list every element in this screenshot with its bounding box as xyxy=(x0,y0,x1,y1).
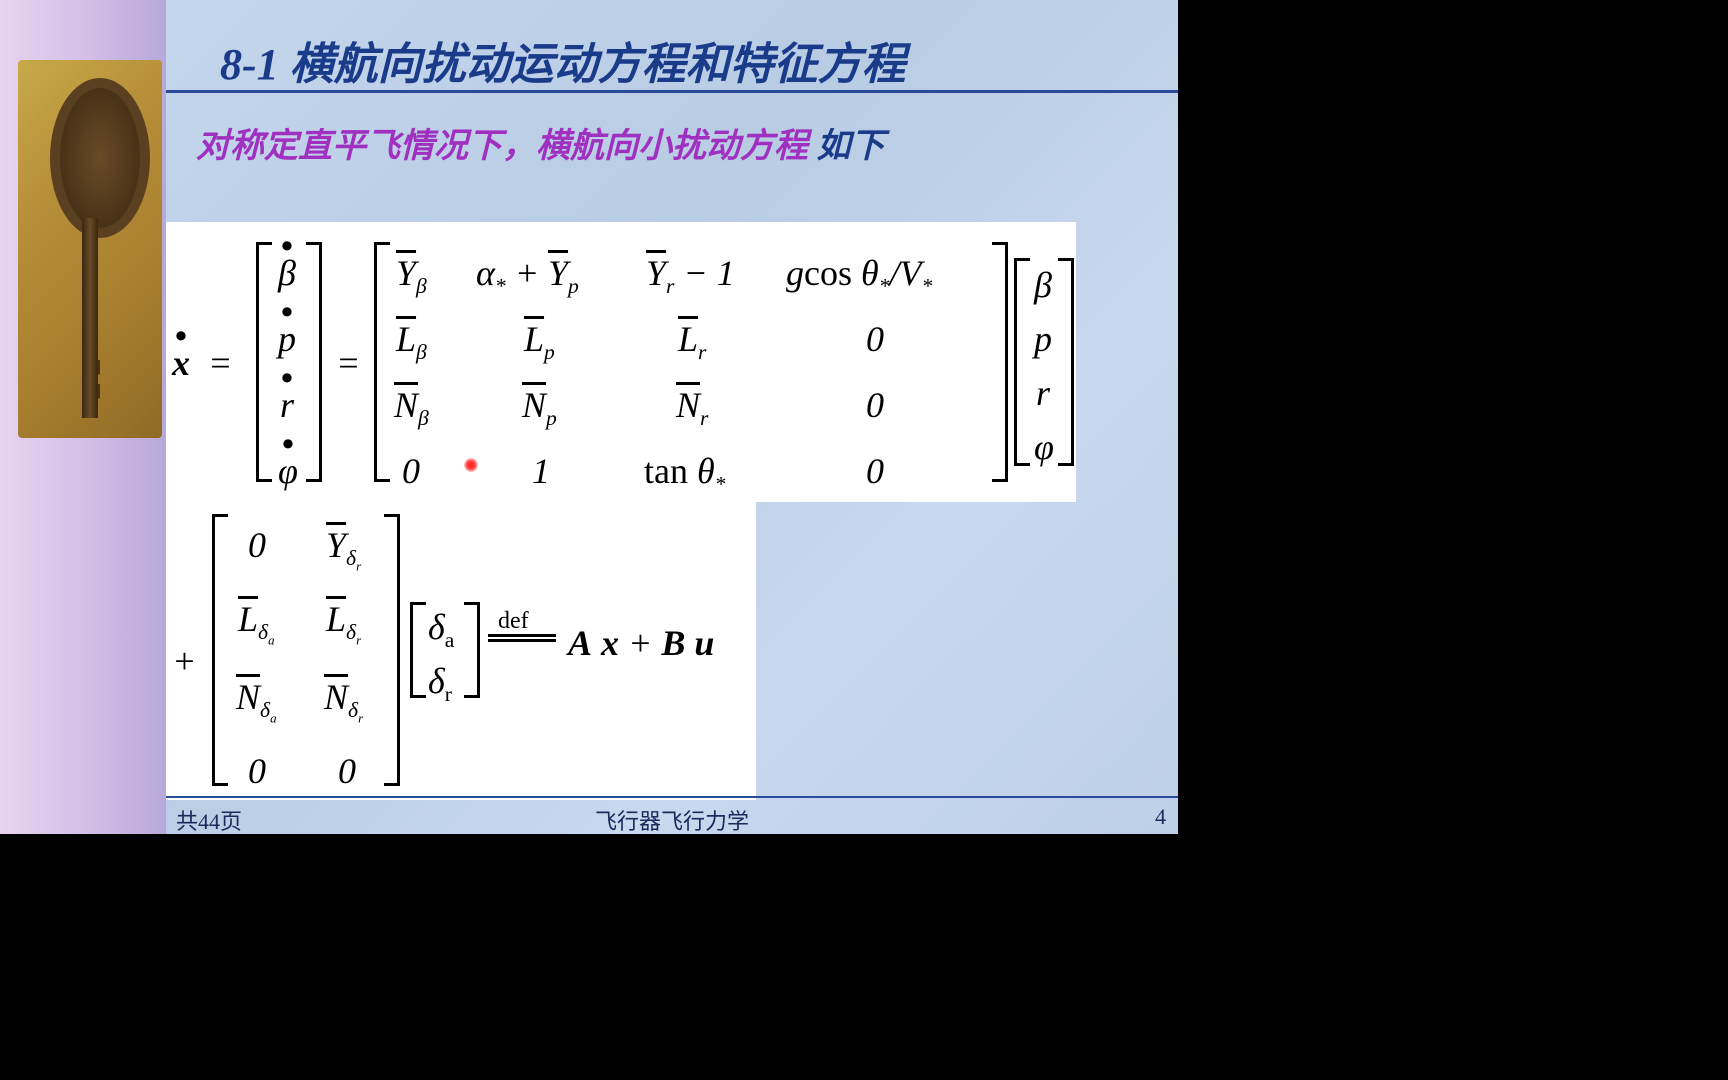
footer-left: 共44页 xyxy=(176,804,242,836)
b30: 0 xyxy=(248,750,266,792)
bracket xyxy=(992,242,1008,482)
plus: + xyxy=(172,640,196,682)
Lp: Lp xyxy=(524,318,555,365)
bracket xyxy=(306,242,322,482)
b00: 0 xyxy=(248,524,266,566)
phi-dot: φ xyxy=(278,450,298,492)
slide-title: 8-1 横航向扰动运动方程和特征方程 xyxy=(220,28,906,92)
sidebar-decoration xyxy=(0,0,166,834)
equation-line-2: + 0 Yδr Lδa Lδr Nδa Nδr 0 0 δa δr def A … xyxy=(166,500,756,800)
a2: Yr − 1 xyxy=(646,252,735,299)
subtitle-purple: 对称定直平飞情况下，横航向小扰动方程 xyxy=(196,128,808,165)
equation-line-1: x = β p r φ = Yβ α* + Yp Yr − 1 gcos θ*/… xyxy=(166,222,1076,502)
key-image xyxy=(18,60,162,438)
def-label: def xyxy=(498,608,529,635)
Np: Np xyxy=(522,384,557,431)
xdot: x = xyxy=(172,342,232,384)
tan: tan θ* xyxy=(644,450,725,497)
a3: gcos θ*/V* xyxy=(786,252,932,299)
one: 1 xyxy=(532,450,550,492)
Nr: Nr xyxy=(676,384,708,431)
slide: 8-1 横航向扰动运动方程和特征方程 对称定直平飞情况下，横航向小扰动方程 如下… xyxy=(0,0,1178,834)
dr: δr xyxy=(428,660,452,707)
a1: α* + Yp xyxy=(476,252,579,299)
r: r xyxy=(1036,372,1050,414)
title-rule xyxy=(166,90,1178,93)
bracket xyxy=(1058,258,1074,466)
z3: 0 xyxy=(402,450,420,492)
b20: Nδa xyxy=(236,676,277,727)
footer-page-number: 4 xyxy=(1155,804,1166,830)
b31: 0 xyxy=(338,750,356,792)
Yb: Yβ xyxy=(396,252,427,299)
bracket xyxy=(212,514,228,786)
bracket xyxy=(1014,258,1030,466)
bracket xyxy=(464,602,480,698)
Lr: Lr xyxy=(678,318,706,365)
b10: Lδa xyxy=(238,598,275,649)
beta: β xyxy=(1034,264,1052,306)
key-teeth xyxy=(64,360,100,408)
Nb: Nβ xyxy=(394,384,429,431)
footer: 共44页 飞行器飞行力学 4 xyxy=(166,796,1178,834)
laser-pointer xyxy=(464,458,478,472)
bracket xyxy=(374,242,390,482)
z1: 0 xyxy=(866,318,884,360)
b11: Lδr xyxy=(326,598,361,649)
def-lines xyxy=(488,634,556,642)
subtitle: 对称定直平飞情况下，横航向小扰动方程 如下 xyxy=(196,118,885,167)
bracket xyxy=(410,602,426,698)
z2: 0 xyxy=(866,384,884,426)
slide-content: 8-1 横航向扰动运动方程和特征方程 对称定直平飞情况下，横航向小扰动方程 如下… xyxy=(166,0,1178,834)
bracket xyxy=(384,514,400,786)
b01: Yδr xyxy=(326,524,361,575)
AxBu: A x + B u xyxy=(568,622,714,664)
footer-center: 飞行器飞行力学 xyxy=(595,804,749,836)
da: δa xyxy=(428,606,454,653)
b21: Nδr xyxy=(324,676,363,727)
Lb: Lβ xyxy=(396,318,427,365)
bracket xyxy=(256,242,272,482)
z4: 0 xyxy=(866,450,884,492)
equals: = xyxy=(336,342,360,384)
p: p xyxy=(1034,318,1052,360)
subtitle-blue: 如下 xyxy=(808,128,885,165)
phi: φ xyxy=(1034,426,1054,468)
